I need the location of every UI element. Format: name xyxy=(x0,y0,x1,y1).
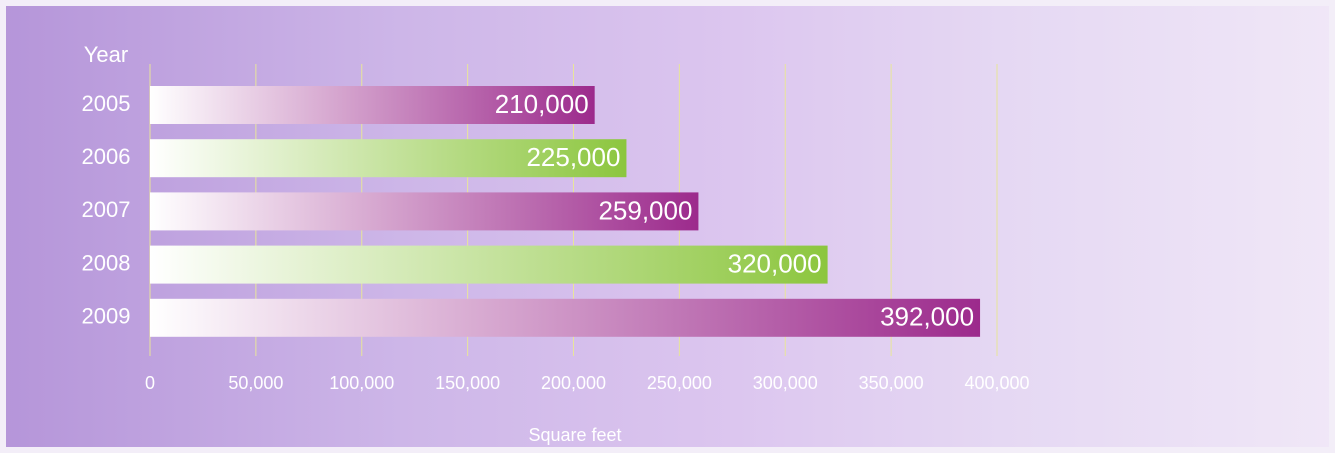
bar xyxy=(150,245,828,284)
x-tick-label: 0 xyxy=(145,373,155,393)
bar xyxy=(150,192,699,231)
x-tick-label: 250,000 xyxy=(647,373,712,393)
bar xyxy=(150,298,981,337)
value-label: 259,000 xyxy=(598,195,692,225)
x-tick-label: 200,000 xyxy=(541,373,606,393)
value-label: 225,000 xyxy=(526,142,620,172)
x-tick-label: 300,000 xyxy=(753,373,818,393)
y-tick-label: 2007 xyxy=(82,197,131,222)
y-tick-label: 2005 xyxy=(82,91,131,116)
x-tick-label: 50,000 xyxy=(228,373,283,393)
value-label: 320,000 xyxy=(728,248,822,278)
x-tick-label: 350,000 xyxy=(859,373,924,393)
y-tick-label: 2008 xyxy=(82,250,131,275)
y-axis-label: Year xyxy=(84,42,128,67)
y-tick-label: 2009 xyxy=(82,304,131,329)
value-label: 210,000 xyxy=(495,89,589,119)
x-axis-label: Square feet xyxy=(528,425,621,445)
x-tick-label: 400,000 xyxy=(964,373,1029,393)
y-tick-label: 2006 xyxy=(82,144,131,169)
bar xyxy=(150,139,627,178)
x-tick-label: 150,000 xyxy=(435,373,500,393)
bar xyxy=(150,86,595,124)
value-label: 392,000 xyxy=(880,302,974,332)
x-tick-label: 100,000 xyxy=(329,373,394,393)
